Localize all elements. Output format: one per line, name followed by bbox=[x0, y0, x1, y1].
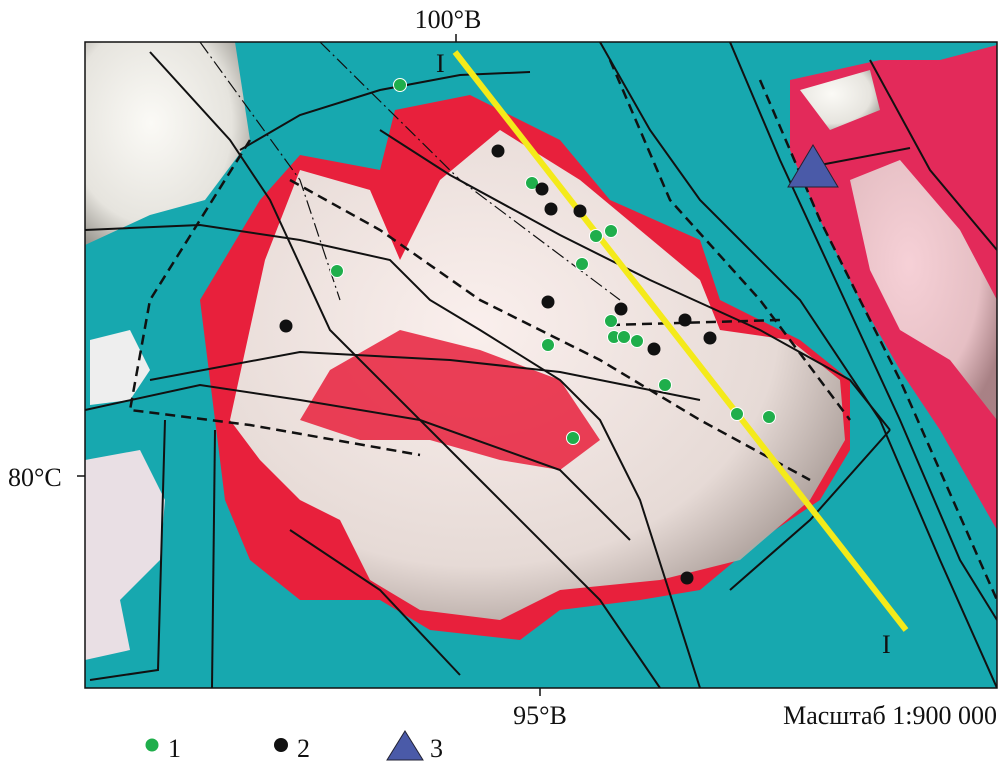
scale-label: Масштаб 1:900 000 bbox=[783, 701, 997, 730]
land bbox=[85, 42, 250, 245]
points-type-2 bbox=[279, 144, 717, 585]
land-red bbox=[300, 330, 600, 470]
land bbox=[85, 450, 165, 660]
profile-label: I bbox=[436, 49, 445, 78]
latitude-label: 80°C bbox=[8, 463, 62, 492]
legend: 1 2 3 bbox=[144, 730, 443, 763]
legend-label: 2 bbox=[297, 734, 310, 763]
profile-label: I bbox=[882, 630, 891, 659]
land bbox=[850, 160, 997, 420]
legend-symbol bbox=[274, 738, 288, 752]
legend-symbol bbox=[386, 730, 424, 761]
longitude-label: 100°B bbox=[415, 5, 482, 34]
legend-symbol bbox=[144, 737, 160, 753]
map-area bbox=[85, 42, 997, 688]
points-type-1 bbox=[330, 78, 776, 445]
point-type-3 bbox=[787, 144, 839, 188]
land bbox=[800, 70, 880, 130]
legend-label: 3 bbox=[430, 734, 443, 763]
legend-label: 1 bbox=[168, 734, 181, 763]
profile-line bbox=[452, 50, 909, 632]
map-frame bbox=[84, 41, 998, 689]
longitude-label: 95°B bbox=[513, 701, 567, 730]
